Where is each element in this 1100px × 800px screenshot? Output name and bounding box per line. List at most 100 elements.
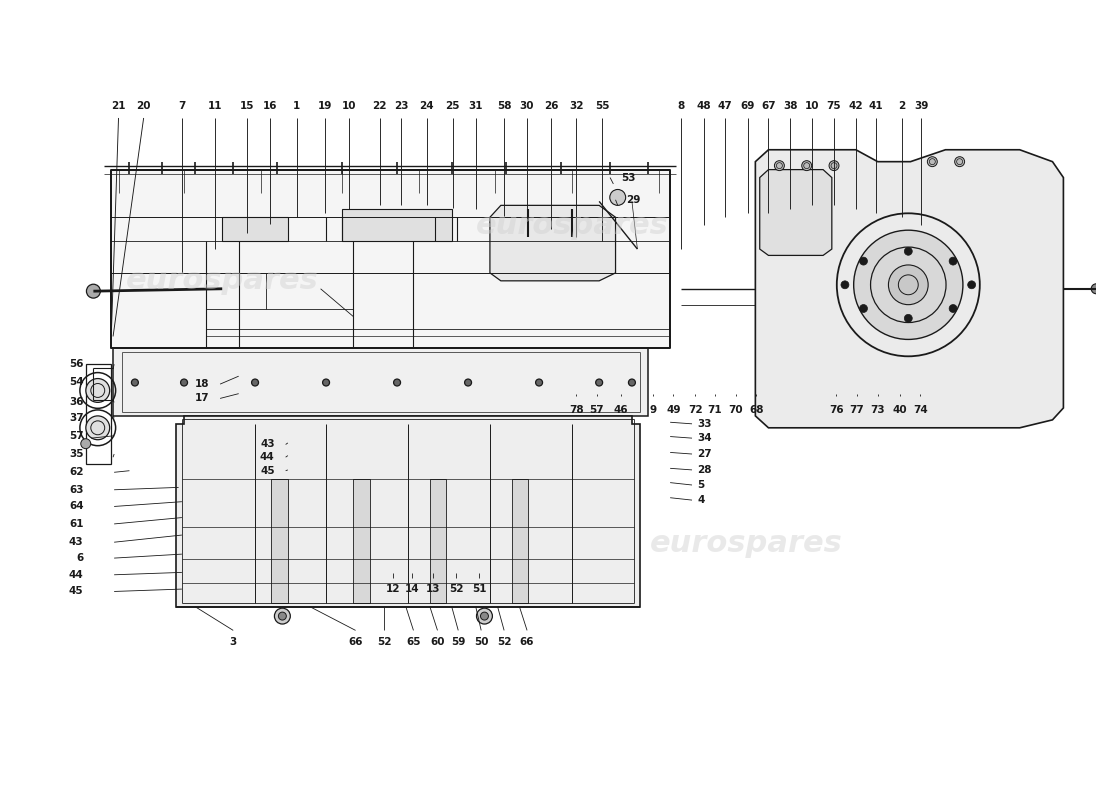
Circle shape [774, 161, 784, 170]
Text: 29: 29 [627, 194, 641, 205]
Text: 58: 58 [497, 101, 512, 111]
Circle shape [464, 379, 472, 386]
Text: 30: 30 [520, 101, 535, 111]
Text: 4: 4 [697, 495, 705, 505]
Polygon shape [512, 479, 528, 602]
Circle shape [829, 161, 839, 170]
Text: 68: 68 [749, 406, 763, 415]
Text: 45: 45 [69, 586, 84, 597]
Circle shape [278, 612, 286, 620]
Text: 24: 24 [419, 101, 433, 111]
Text: eurospares: eurospares [650, 529, 843, 558]
Text: 14: 14 [405, 584, 420, 594]
Circle shape [274, 608, 290, 624]
Text: 42: 42 [848, 101, 864, 111]
Text: 23: 23 [394, 101, 409, 111]
Circle shape [86, 378, 110, 402]
Text: 66: 66 [520, 637, 535, 646]
Circle shape [609, 190, 626, 206]
Text: 51: 51 [472, 584, 486, 594]
Text: 21: 21 [111, 101, 125, 111]
Text: 61: 61 [69, 519, 84, 529]
Text: 71: 71 [707, 406, 723, 415]
Text: 72: 72 [688, 406, 703, 415]
Text: 44: 44 [69, 570, 84, 580]
Text: 12: 12 [385, 584, 400, 594]
Text: 35: 35 [69, 449, 84, 459]
Text: 41: 41 [868, 101, 883, 111]
Circle shape [968, 281, 976, 289]
Text: 39: 39 [914, 101, 928, 111]
Circle shape [949, 305, 957, 313]
Circle shape [842, 281, 849, 289]
Text: 3: 3 [230, 637, 236, 646]
Polygon shape [353, 479, 370, 602]
Text: 62: 62 [69, 467, 84, 478]
Polygon shape [756, 150, 1064, 428]
Text: 47: 47 [717, 101, 733, 111]
Text: 52: 52 [497, 637, 512, 646]
Polygon shape [111, 170, 670, 348]
Text: 36: 36 [69, 398, 84, 407]
Text: 34: 34 [697, 433, 712, 443]
Circle shape [949, 257, 957, 265]
Text: 10: 10 [805, 101, 820, 111]
Text: 67: 67 [761, 101, 776, 111]
Text: 69: 69 [740, 101, 755, 111]
Text: 48: 48 [696, 101, 712, 111]
Circle shape [86, 416, 110, 440]
Text: 43: 43 [260, 439, 275, 450]
Text: 9: 9 [649, 406, 657, 415]
Text: 40: 40 [892, 406, 906, 415]
Circle shape [859, 257, 868, 265]
Text: 11: 11 [208, 101, 222, 111]
Text: 55: 55 [595, 101, 609, 111]
Text: 13: 13 [426, 584, 440, 594]
Circle shape [394, 379, 400, 386]
Circle shape [80, 438, 90, 449]
Polygon shape [222, 218, 288, 241]
Circle shape [87, 284, 100, 298]
Text: 57: 57 [69, 430, 84, 441]
Text: 75: 75 [827, 101, 842, 111]
Circle shape [955, 157, 965, 166]
Text: 52: 52 [449, 584, 463, 594]
Polygon shape [760, 170, 832, 255]
Text: 65: 65 [406, 637, 420, 646]
Text: 31: 31 [469, 101, 483, 111]
Text: 1: 1 [293, 101, 300, 111]
Text: 76: 76 [829, 406, 844, 415]
Text: 28: 28 [697, 465, 712, 475]
Text: 59: 59 [451, 637, 465, 646]
Text: 56: 56 [69, 359, 84, 370]
Text: 17: 17 [195, 394, 209, 403]
Text: 22: 22 [372, 101, 387, 111]
Text: 44: 44 [260, 452, 275, 462]
Circle shape [180, 379, 187, 386]
Text: 45: 45 [260, 466, 275, 476]
Circle shape [131, 379, 139, 386]
Circle shape [927, 157, 937, 166]
Text: 7: 7 [178, 101, 186, 111]
Text: 73: 73 [870, 406, 886, 415]
Text: 32: 32 [569, 101, 583, 111]
Text: 5: 5 [697, 480, 705, 490]
Text: 57: 57 [590, 406, 604, 415]
Text: 43: 43 [69, 538, 84, 547]
Text: 27: 27 [697, 449, 712, 459]
Circle shape [322, 379, 330, 386]
Text: 2: 2 [898, 101, 905, 111]
Circle shape [889, 265, 928, 305]
Text: 26: 26 [543, 101, 559, 111]
Text: 77: 77 [849, 406, 865, 415]
Text: 20: 20 [136, 101, 151, 111]
Text: 78: 78 [569, 406, 583, 415]
Text: 37: 37 [69, 414, 84, 423]
Text: 63: 63 [69, 485, 84, 494]
Polygon shape [342, 210, 452, 241]
Polygon shape [113, 348, 648, 416]
Circle shape [476, 608, 493, 624]
Text: 54: 54 [69, 377, 84, 386]
Circle shape [1091, 284, 1100, 294]
Text: 50: 50 [474, 637, 488, 646]
